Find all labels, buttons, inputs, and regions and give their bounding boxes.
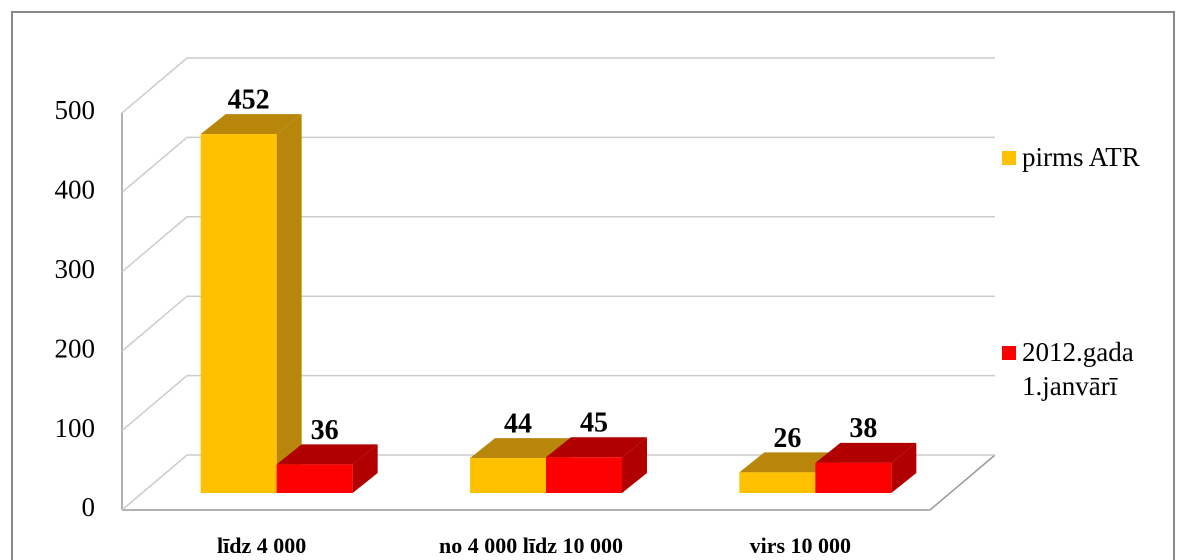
bar-top bbox=[815, 442, 917, 463]
bar-top bbox=[739, 452, 841, 473]
bar bbox=[546, 457, 622, 493]
bar bbox=[470, 458, 546, 493]
x-tick-label: līdz 4 000 bbox=[217, 533, 306, 558]
bar-side bbox=[352, 444, 378, 493]
value-label: 452 bbox=[228, 85, 270, 116]
legend-label: pirms ATR bbox=[1022, 142, 1140, 172]
grid-line bbox=[121, 374, 995, 432]
bar-top bbox=[546, 437, 647, 458]
legend-item: 2012.gada 1.janvārī bbox=[1002, 335, 1172, 403]
y-tick-label: 200 bbox=[55, 333, 96, 363]
y-tick-label: 0 bbox=[82, 492, 96, 522]
legend-swatch bbox=[1002, 346, 1016, 360]
grid-line bbox=[121, 57, 995, 114]
bar-top bbox=[200, 114, 302, 135]
bar-top bbox=[470, 438, 571, 459]
bar-side bbox=[622, 437, 647, 493]
legend-item: pirms ATR bbox=[1002, 140, 1172, 174]
value-label: 45 bbox=[580, 408, 608, 439]
value-label: 44 bbox=[504, 408, 532, 439]
y-tick-label: 300 bbox=[55, 254, 96, 284]
bar bbox=[200, 134, 277, 493]
value-label: 36 bbox=[311, 415, 339, 446]
y-tick-label: 400 bbox=[55, 175, 96, 205]
grid-line bbox=[121, 295, 995, 352]
y-tick-label: 500 bbox=[55, 95, 96, 125]
bar bbox=[276, 464, 353, 493]
bar bbox=[815, 462, 892, 493]
frame bbox=[11, 11, 1175, 560]
grid-line bbox=[121, 216, 995, 273]
x-tick-label: no 4 000 līdz 10 000 bbox=[439, 533, 623, 558]
bar-top bbox=[276, 444, 378, 465]
bar-side bbox=[891, 442, 917, 493]
legend-swatch bbox=[1002, 151, 1016, 165]
bar bbox=[739, 472, 816, 493]
grid-line bbox=[121, 136, 995, 193]
value-label: 38 bbox=[849, 413, 877, 444]
y-tick-label: 100 bbox=[55, 413, 96, 443]
bar-side bbox=[276, 114, 302, 493]
grid-line bbox=[121, 454, 995, 511]
x-tick-label: virs 10 000 bbox=[750, 533, 851, 558]
floor bbox=[122, 454, 996, 511]
legend-label: 2012.gada 1.janvārī bbox=[1022, 337, 1134, 401]
value-label: 26 bbox=[773, 423, 801, 454]
